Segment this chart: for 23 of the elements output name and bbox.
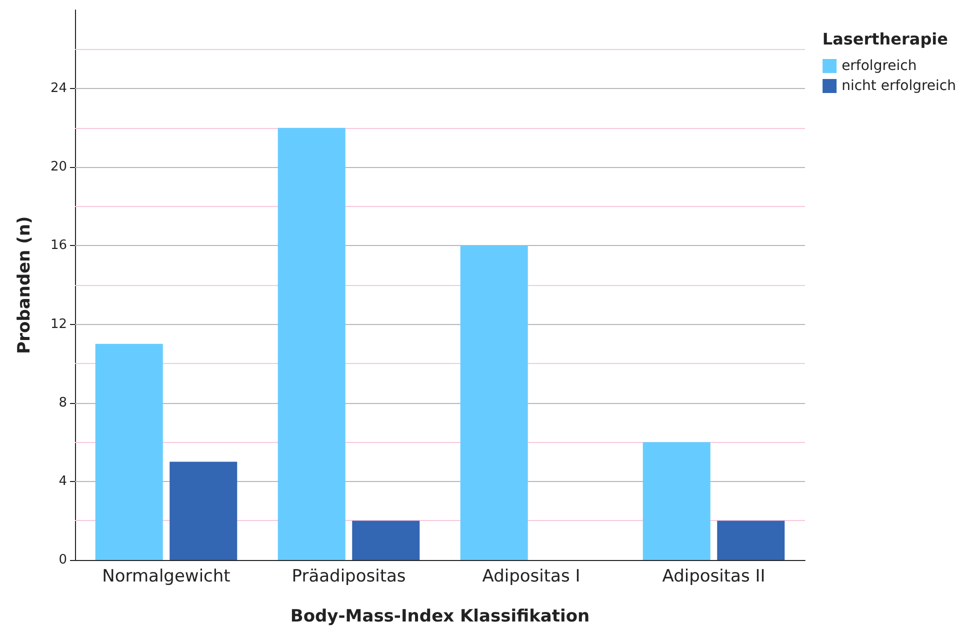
legend-label: nicht erfolgreich [842, 78, 956, 94]
bar [717, 520, 785, 560]
y-tick-label: 0 [58, 552, 67, 568]
x-tick-label: Adipositas II [662, 566, 766, 586]
bar [95, 344, 163, 560]
bar [278, 128, 346, 560]
bar [460, 246, 528, 560]
x-axis-title: Body-Mass-Index Klassifikation [290, 606, 590, 626]
y-tick-label: 16 [50, 238, 67, 254]
y-tick-label: 24 [50, 81, 67, 96]
y-tick-label: 4 [58, 474, 67, 489]
x-tick-label: Präadipositas [292, 566, 406, 586]
x-tick-label: Adipositas I [482, 566, 580, 586]
y-tick-label: 20 [50, 160, 67, 175]
x-tick-label: Normalgewicht [102, 566, 231, 586]
bar [642, 442, 710, 560]
y-tick-label: 8 [58, 395, 67, 410]
y-tick-label: 12 [50, 316, 67, 332]
legend-label: erfolgreich [842, 58, 917, 74]
bar [352, 520, 420, 560]
y-axis-title: Probanden (n) [14, 216, 34, 354]
bar [170, 462, 238, 560]
legend-title: Lasertherapie [822, 30, 948, 48]
